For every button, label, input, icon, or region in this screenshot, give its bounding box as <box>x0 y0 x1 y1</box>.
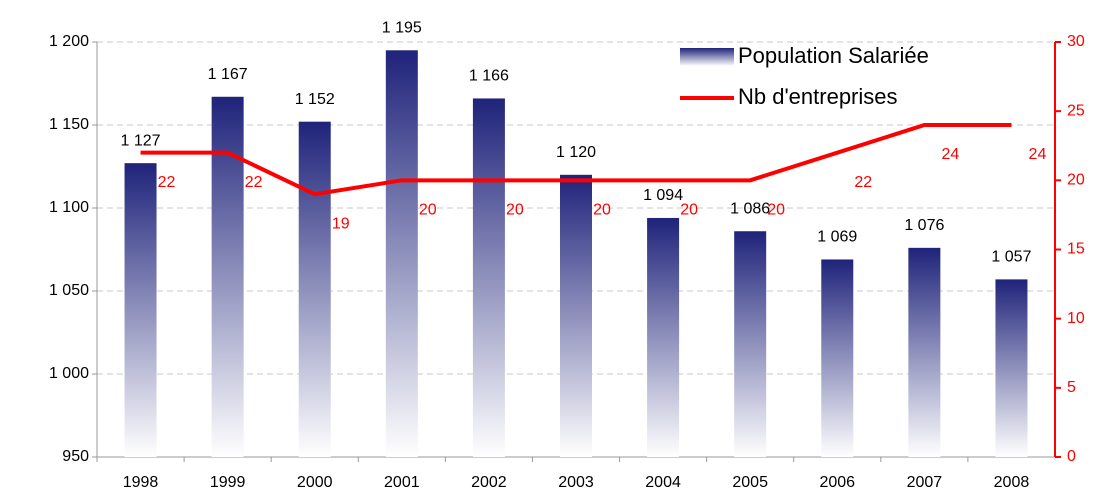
line <box>140 123 1012 197</box>
bar-value-label: 1 120 <box>556 144 596 161</box>
y2-tick-label: 10 <box>1067 310 1085 327</box>
y-tick-label: 1 050 <box>49 282 89 299</box>
y-tick-label: 1 000 <box>49 365 89 382</box>
x-tick-label: 2003 <box>558 474 594 491</box>
bar <box>298 121 331 458</box>
bar <box>995 279 1028 457</box>
bar-value-label: 1 076 <box>904 217 944 234</box>
legend-label: Nb d'entreprises <box>738 84 898 109</box>
bar <box>908 247 941 457</box>
bar <box>560 174 592 458</box>
bar <box>472 98 505 457</box>
bar <box>734 231 767 457</box>
x-tick-label: 2008 <box>994 474 1030 491</box>
x-tick-label: 2004 <box>645 474 681 491</box>
y2-tick-label: 15 <box>1067 241 1085 258</box>
bar-value-label: 1 094 <box>643 187 683 204</box>
y-tick-label: 1 100 <box>49 199 89 216</box>
line-value-label: 19 <box>332 215 350 232</box>
line-value-label: 22 <box>245 174 263 191</box>
x-tick-label: 2006 <box>819 474 855 491</box>
y2-tick-label: 25 <box>1067 102 1085 119</box>
bar-value-label: 1 152 <box>295 91 335 108</box>
y2-tick-label: 20 <box>1067 172 1085 189</box>
y2-tick-label: 30 <box>1067 33 1085 50</box>
line-value-label: 24 <box>1029 146 1047 163</box>
x-tick-label: 1998 <box>123 474 159 491</box>
bar-value-label: 1 069 <box>817 229 857 246</box>
line-value-label: 24 <box>941 146 959 163</box>
line-value-label: 20 <box>767 202 785 219</box>
x-tick-label: 2007 <box>907 474 943 491</box>
line-value-label: 22 <box>854 174 872 191</box>
line-value-label: 20 <box>593 202 611 219</box>
bar-value-label: 1 086 <box>730 200 770 217</box>
y-tick-label: 1 200 <box>49 33 89 50</box>
y-tick-label: 950 <box>62 448 89 465</box>
bar-value-label: 1 195 <box>382 20 422 37</box>
line-value-label: 22 <box>158 174 176 191</box>
bar <box>647 217 680 457</box>
x-tick-label: 2005 <box>732 474 768 491</box>
line-value-label: 20 <box>506 202 524 219</box>
legend-label: Population Salariée <box>738 43 929 68</box>
bar-value-label: 1 127 <box>121 132 161 149</box>
x-tick-label: 1999 <box>210 474 246 491</box>
line-value-label: 20 <box>680 202 698 219</box>
legend-swatch <box>680 48 734 66</box>
bar-value-label: 1 057 <box>991 249 1031 266</box>
y2-tick-label: 0 <box>1067 448 1076 465</box>
x-tick-label: 2001 <box>384 474 420 491</box>
bar-value-label: 1 167 <box>208 66 248 83</box>
y-tick-label: 1 150 <box>49 116 89 133</box>
line-value-label: 20 <box>419 202 437 219</box>
y2-tick-label: 5 <box>1067 379 1076 396</box>
bar <box>821 259 854 457</box>
bar <box>124 163 157 457</box>
bar <box>385 50 418 458</box>
bar-value-label: 1 166 <box>469 68 509 85</box>
x-tick-label: 2000 <box>297 474 333 491</box>
x-tick-label: 2002 <box>471 474 507 491</box>
